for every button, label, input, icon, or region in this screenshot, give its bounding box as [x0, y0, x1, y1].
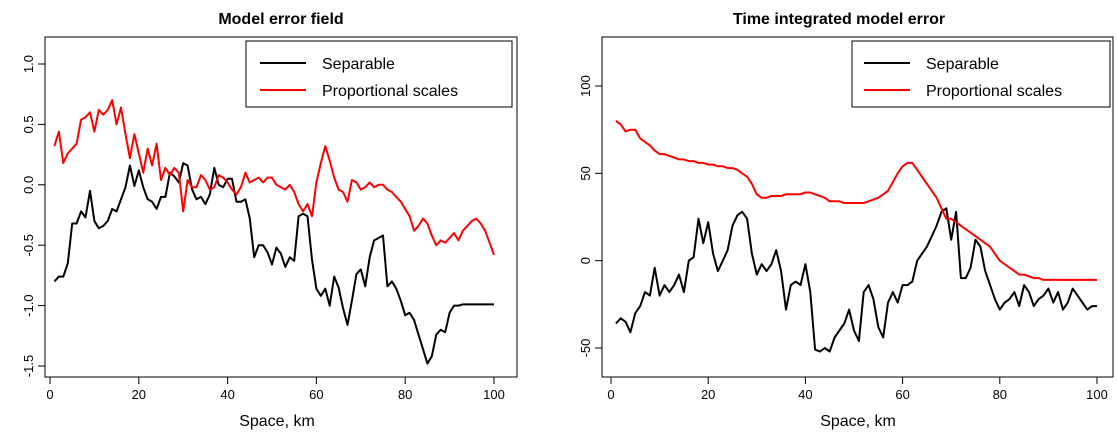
- chart-1-legend-label-proportional: Proportional scales: [322, 83, 458, 100]
- chart-2-y-tick-label: 0: [578, 257, 593, 264]
- chart-2-series-separable-line: [615, 207, 1097, 353]
- chart-2-x-tick-label: 60: [895, 387, 909, 402]
- chart-panel-2: Time integrated model error 0 20 40 60 80 100…: [578, 11, 1114, 430]
- chart-1-x-tick-label: 80: [398, 387, 412, 402]
- chart-1-y-tick-label: -1.0: [21, 294, 36, 316]
- chart-2-x-tick-label: 100: [1086, 387, 1108, 402]
- chart-1-series-separable-line: [53, 162, 494, 365]
- chart-2-title: Time integrated model error: [733, 11, 945, 28]
- chart-1-y-ticks: -1.5 -1.0 -0.5 0.0 0.5 1.0: [21, 55, 45, 377]
- chart-2-legend: Separable Proportional scales: [851, 40, 1111, 108]
- chart-1-y-tick-label: 1.0: [21, 55, 36, 73]
- chart-2-x-tick-label: 80: [993, 387, 1007, 402]
- chart-2-legend-box: [851, 40, 1111, 108]
- chart-2-legend-label-separable: Separable: [926, 56, 999, 73]
- chart-1-y-tick-label: -1.5: [21, 355, 36, 377]
- chart-panel-1: Model error field 0 20 40 60 80 100 -1.5-1.0-…: [21, 11, 518, 430]
- chart-1-x-tick-label: 40: [220, 387, 234, 402]
- chart-2-y-tick-label: 100: [578, 75, 593, 97]
- chart-1-x-ticks: 0 20 40 60 80 100: [46, 377, 505, 402]
- chart-1-x-tick-label: 100: [483, 387, 505, 402]
- chart-1-series-lines: [53, 99, 495, 365]
- chart-2-x-ticks: 0 20 40 60 80 100: [607, 377, 1108, 402]
- chart-1-plot-frame: [44, 36, 518, 378]
- chart-1-title: Model error field: [218, 11, 343, 28]
- chart-1-x-tick-label: 60: [309, 387, 323, 402]
- chart-1-series-proportional-scales-line: [53, 99, 495, 256]
- chart-1-legend-box: [245, 40, 513, 108]
- chart-2-x-tick-label: 20: [701, 387, 715, 402]
- chart-1-legend: Separable Proportional scales: [245, 40, 513, 108]
- chart-2-plot-frame: [601, 36, 1114, 378]
- chart-1-legend-label-separable: Separable: [322, 56, 395, 73]
- chart-2-x-tick-label: 40: [798, 387, 812, 402]
- chart-1-x-tick-label: 20: [132, 387, 146, 402]
- chart-2-x-axis-label: Space, km: [820, 413, 896, 430]
- chart-2-y-ticks: -50 0 50 100: [578, 75, 602, 357]
- chart-1-y-tick-label: 0.0: [21, 176, 36, 194]
- chart-1-y-tick-label: 0.5: [21, 115, 36, 133]
- chart-2-y-tick-label: 50: [578, 166, 593, 180]
- chart-1-x-tick-label: 0: [46, 387, 53, 402]
- chart-1-y-tick-label: -0.5: [21, 234, 36, 256]
- chart-2-series-lines: [615, 120, 1097, 353]
- chart-2-y-tick-label: -50: [578, 339, 593, 358]
- chart-2-series-proportional-scales-line: [615, 120, 1097, 281]
- chart-2-legend-label-proportional: Proportional scales: [926, 83, 1062, 100]
- chart-1-x-axis-label: Space, km: [239, 413, 315, 430]
- chart-2-x-tick-label: 0: [607, 387, 614, 402]
